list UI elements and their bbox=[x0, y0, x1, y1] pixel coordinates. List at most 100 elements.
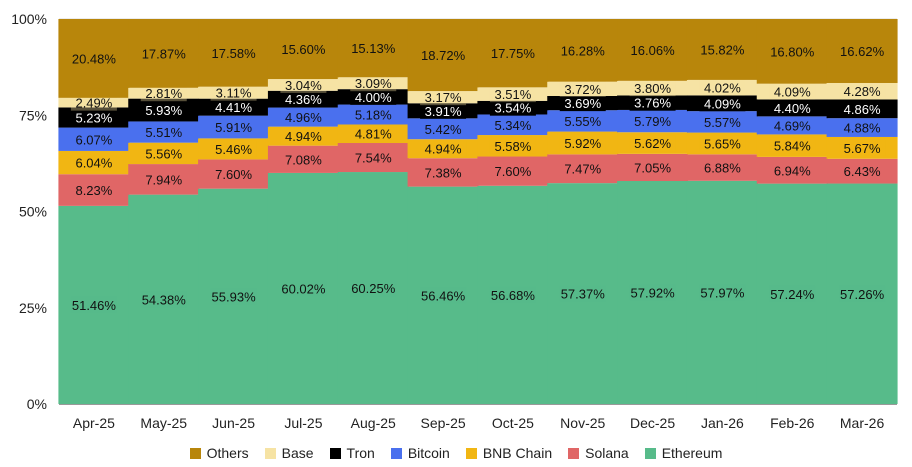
data-label-bg bbox=[629, 80, 676, 97]
bar-segment-ethereum bbox=[756, 183, 828, 404]
bar-segment-bitcoin bbox=[477, 114, 549, 136]
data-label-bg bbox=[70, 94, 117, 111]
data-label-bg bbox=[70, 296, 117, 313]
legend-swatch bbox=[329, 447, 341, 459]
y-tick-label: 50% bbox=[19, 204, 47, 220]
data-label-bg bbox=[140, 291, 187, 308]
bar-segment-others bbox=[198, 19, 270, 87]
data-label: 5.92% bbox=[564, 136, 601, 151]
data-label: 2.49% bbox=[75, 96, 112, 111]
bar-segment-solana bbox=[477, 156, 549, 186]
data-label: 3.04% bbox=[285, 78, 322, 93]
data-label: 6.43% bbox=[844, 164, 881, 179]
data-label: 5.34% bbox=[494, 118, 531, 133]
bar-segment-ethereum bbox=[477, 185, 549, 404]
legend-label: Tron bbox=[346, 445, 375, 461]
data-label-bg bbox=[420, 47, 467, 64]
data-label: 3.54% bbox=[494, 101, 531, 116]
bar-segment-bnb-chain bbox=[826, 136, 898, 159]
data-label-bg bbox=[140, 124, 187, 141]
data-label: 5.58% bbox=[494, 139, 531, 154]
bar-segment-others bbox=[58, 19, 130, 98]
data-label-bg bbox=[350, 88, 397, 105]
bar-segment-others bbox=[617, 19, 689, 81]
x-tick-label: Jul-25 bbox=[284, 415, 322, 431]
data-label-bg bbox=[489, 45, 536, 62]
data-label-bg bbox=[559, 285, 606, 302]
data-label: 15.13% bbox=[351, 41, 396, 56]
data-label: 54.38% bbox=[142, 292, 187, 307]
data-label: 5.56% bbox=[145, 146, 182, 161]
data-label: 4.28% bbox=[844, 84, 881, 99]
bar-segment-solana bbox=[756, 156, 828, 184]
bar-segment-ethereum bbox=[267, 172, 339, 404]
bar-segment-base bbox=[617, 80, 689, 96]
data-label: 60.25% bbox=[351, 281, 396, 296]
legend-swatch bbox=[189, 447, 201, 459]
data-label-bg bbox=[210, 288, 257, 305]
bar-segment-others bbox=[477, 19, 549, 88]
bar-segment-solana bbox=[826, 158, 898, 184]
data-label-bg bbox=[769, 285, 816, 302]
y-tick-label: 100% bbox=[11, 11, 47, 27]
data-label-bg bbox=[699, 113, 746, 130]
bar-segment-bnb-chain bbox=[337, 124, 409, 144]
data-label-bg bbox=[210, 84, 257, 101]
x-tick-label: Aug-25 bbox=[351, 415, 396, 431]
data-label-bg bbox=[489, 116, 536, 133]
legend-label: Ethereum bbox=[661, 445, 723, 461]
data-label: 57.26% bbox=[840, 287, 885, 302]
legend-label: Bitcoin bbox=[407, 445, 450, 461]
data-label: 5.62% bbox=[634, 136, 671, 151]
data-label-bg bbox=[699, 284, 746, 301]
legend-swatch bbox=[465, 447, 477, 459]
bar-segment-bitcoin bbox=[128, 121, 200, 143]
data-label: 16.06% bbox=[631, 43, 676, 58]
bar-segment-bnb-chain bbox=[756, 134, 828, 157]
bar-segment-bnb-chain bbox=[617, 132, 689, 154]
legend-swatch bbox=[264, 447, 276, 459]
data-label: 16.80% bbox=[770, 44, 815, 59]
bar-segment-base bbox=[826, 82, 898, 100]
bar-segment-bitcoin bbox=[198, 115, 270, 139]
data-label-bg bbox=[70, 109, 117, 126]
bar-segment-solana bbox=[267, 145, 339, 173]
data-label: 5.57% bbox=[704, 115, 741, 130]
data-label: 7.94% bbox=[145, 172, 182, 187]
bar-segment-bitcoin bbox=[337, 104, 409, 125]
bar-segment-bitcoin bbox=[267, 107, 339, 127]
legend-label: Base bbox=[281, 445, 314, 461]
data-label-bg bbox=[420, 89, 467, 106]
bar-segment-bitcoin bbox=[686, 111, 758, 133]
data-label: 4.88% bbox=[844, 121, 881, 136]
bar-segment-solana bbox=[337, 143, 409, 173]
bar-segment-bnb-chain bbox=[686, 132, 758, 155]
bar-segment-others bbox=[686, 19, 758, 80]
data-label: 7.60% bbox=[215, 167, 252, 182]
data-label-bg bbox=[839, 42, 886, 59]
data-label-bg bbox=[699, 79, 746, 96]
data-label-bg bbox=[769, 43, 816, 60]
x-tick-label: Nov-25 bbox=[560, 415, 605, 431]
data-label-bg bbox=[280, 76, 327, 93]
bar-segment-ethereum bbox=[617, 181, 689, 404]
data-label-bg bbox=[769, 83, 816, 100]
data-label: 5.65% bbox=[704, 136, 741, 151]
data-label: 4.94% bbox=[285, 129, 322, 144]
data-label: 4.40% bbox=[774, 101, 811, 116]
bar-segment-ethereum bbox=[58, 205, 130, 404]
data-label-bg bbox=[629, 135, 676, 152]
data-label: 2.81% bbox=[145, 86, 182, 101]
data-label-bg bbox=[70, 154, 117, 171]
data-label: 3.76% bbox=[634, 96, 671, 111]
data-label-bg bbox=[699, 135, 746, 152]
bar-segment-others bbox=[826, 19, 898, 83]
data-label: 51.46% bbox=[72, 298, 117, 313]
data-label-bg bbox=[280, 41, 327, 58]
data-label-bg bbox=[769, 99, 816, 116]
data-label-bg bbox=[559, 134, 606, 151]
x-tick-label: Jan-26 bbox=[701, 415, 744, 431]
data-label-bg bbox=[350, 40, 397, 57]
data-label-bg bbox=[629, 113, 676, 130]
legend-item-tron: Tron bbox=[329, 445, 375, 461]
